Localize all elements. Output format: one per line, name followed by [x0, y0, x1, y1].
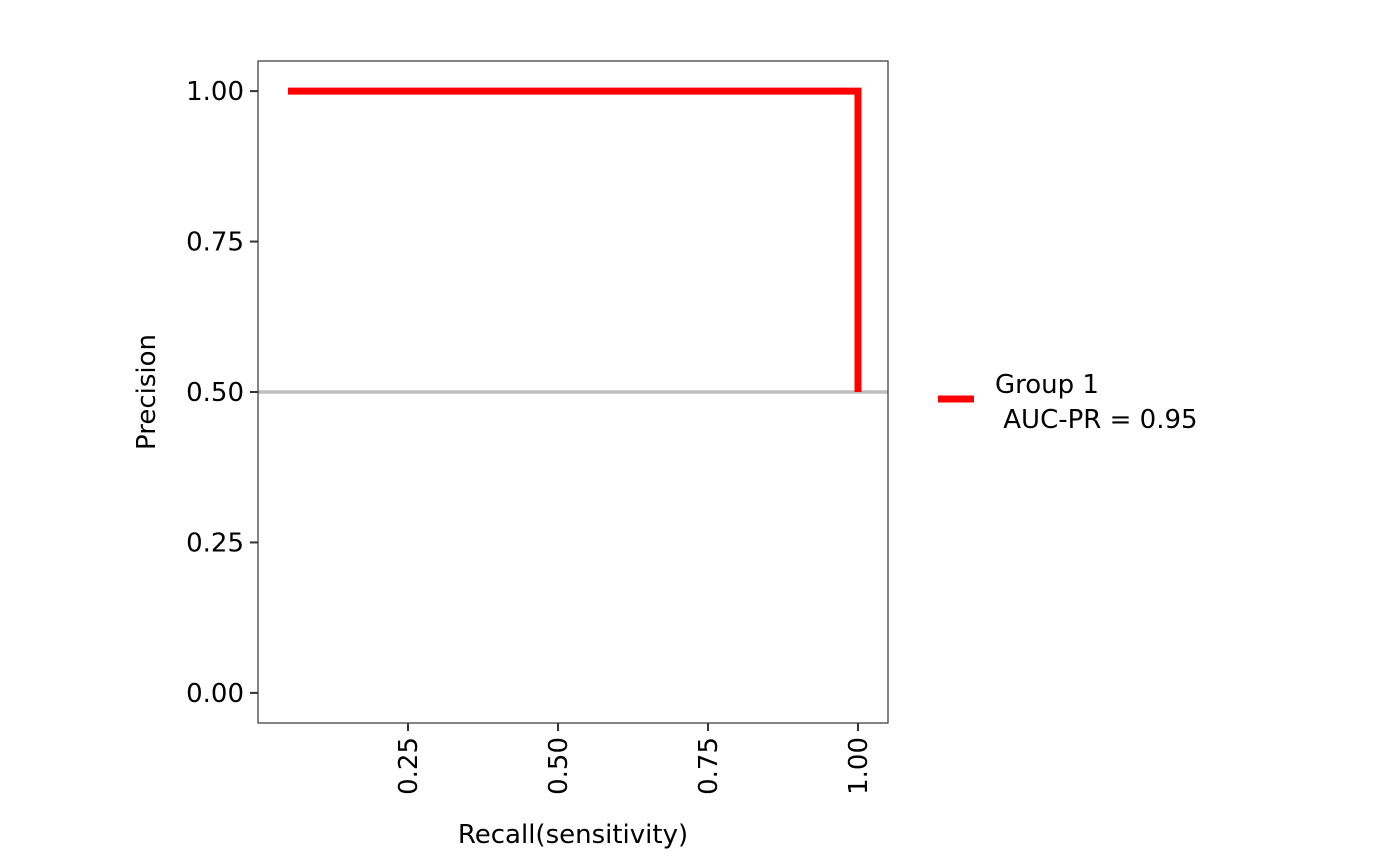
legend-label-auc-pr: AUC-PR = 0.95	[995, 405, 1198, 435]
x-tick-label-0.25: 0.25	[394, 737, 424, 795]
series-line-group-1	[288, 87, 862, 392]
y-tick-label-0.00: 0.00	[186, 679, 244, 709]
x-tick-label-1.00: 1.00	[844, 737, 874, 795]
y-tick-label-0.50: 0.50	[186, 378, 244, 408]
y-axis: 0.00 0.25 0.50 0.75 1.00	[186, 77, 258, 709]
x-tick-label-0.50: 0.50	[544, 737, 574, 795]
x-tick-label-0.75: 0.75	[694, 737, 724, 795]
legend: Group 1 AUC-PR = 0.95	[938, 370, 1198, 435]
y-tick-label-0.75: 0.75	[186, 228, 244, 258]
y-tick-label-1.00: 1.00	[186, 77, 244, 107]
y-tick-label-0.25: 0.25	[186, 528, 244, 558]
legend-label-group-1: Group 1	[995, 370, 1099, 400]
y-axis-title: Precision	[132, 334, 162, 450]
plot-area	[257, 60, 889, 724]
x-axis-title: Recall(sensitivity)	[458, 820, 688, 850]
x-axis: 0.25 0.50 0.75 1.00	[394, 723, 874, 795]
